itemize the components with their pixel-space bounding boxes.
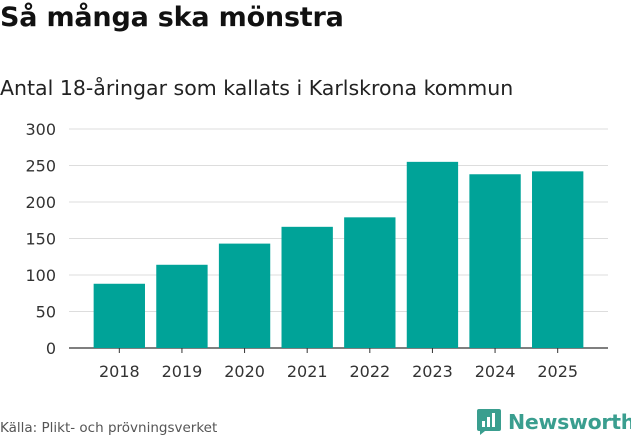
bar-2023 xyxy=(406,161,459,348)
brand-name: Newsworthy xyxy=(508,410,631,434)
y-tick-label: 100 xyxy=(25,266,56,285)
bar-2025 xyxy=(532,171,584,348)
y-tick-label: 0 xyxy=(46,339,56,358)
x-axis-ticks: 2018 2019 2020 2021 2022 2023 2024 2025 xyxy=(99,348,578,381)
bar-2022 xyxy=(344,217,396,348)
x-tick-label: 2019 xyxy=(162,362,203,381)
bar-2018 xyxy=(93,283,145,348)
gridlines xyxy=(69,128,608,349)
x-tick-label: 2024 xyxy=(475,362,516,381)
source-note: Källa: Plikt- och prövningsverket xyxy=(0,420,218,436)
y-tick-label: 50 xyxy=(36,303,56,322)
y-tick-label: 250 xyxy=(25,157,56,176)
bar-2021 xyxy=(281,226,333,348)
chart-subtitle: Antal 18-åringar som kallats i Karlskron… xyxy=(0,76,514,100)
x-tick-label: 2020 xyxy=(224,362,265,381)
x-tick-label: 2018 xyxy=(99,362,140,381)
chart-title: Så många ska mönstra xyxy=(0,2,344,33)
y-axis-ticks: 0 50 100 150 200 250 300 xyxy=(25,120,56,358)
x-tick-label: 2021 xyxy=(287,362,328,381)
bar-2024 xyxy=(469,174,521,348)
y-tick-label: 150 xyxy=(25,230,56,249)
bar-2020 xyxy=(218,243,271,348)
y-tick-label: 200 xyxy=(25,193,56,212)
bars xyxy=(93,161,584,348)
brand-logo: Newsworthy xyxy=(476,406,631,438)
y-tick-label: 300 xyxy=(25,120,56,139)
newsworthy-logo-icon xyxy=(477,409,501,435)
x-tick-label: 2022 xyxy=(349,362,390,381)
x-tick-label: 2023 xyxy=(412,362,453,381)
bar-2019 xyxy=(156,264,208,348)
x-tick-label: 2025 xyxy=(537,362,578,381)
